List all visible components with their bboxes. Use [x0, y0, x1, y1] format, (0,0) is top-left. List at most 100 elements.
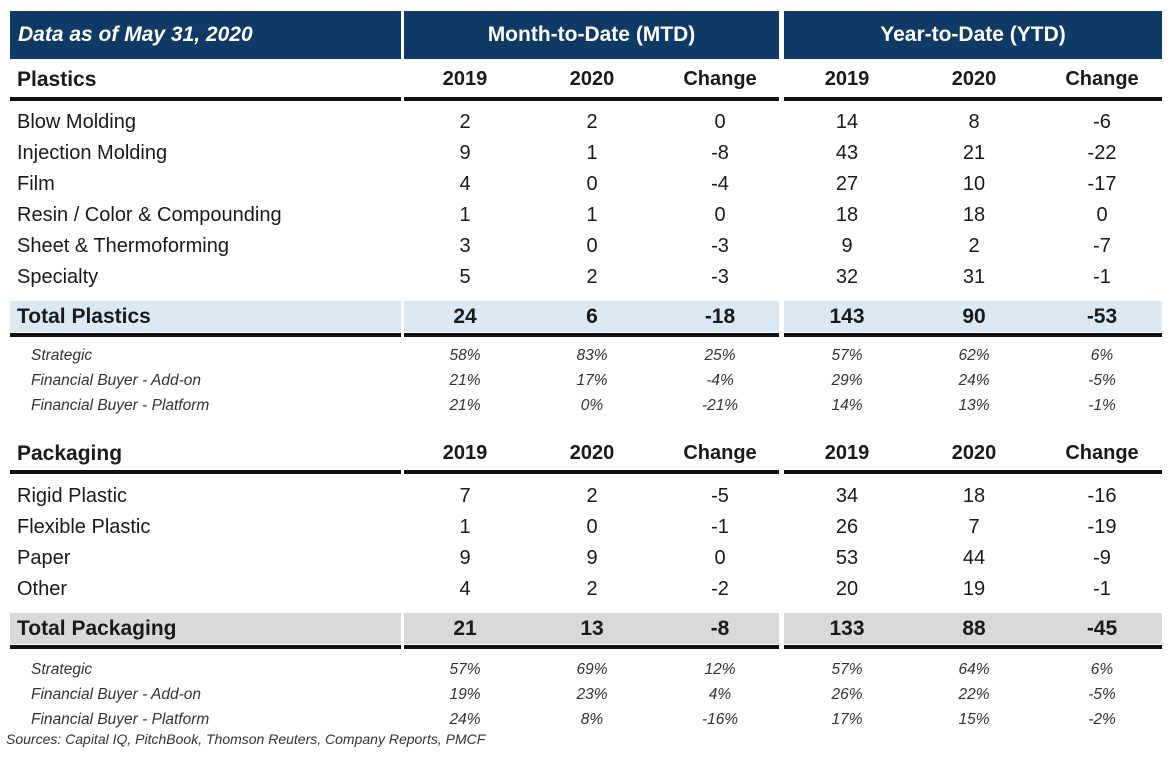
row-value: 64% [958, 660, 990, 678]
column-header: 2019 [442, 68, 488, 90]
total-label: Total Plastics [17, 304, 151, 328]
total-value: -53 [1086, 304, 1118, 328]
row-value: 17% [831, 710, 863, 728]
row-value: -22 [1087, 142, 1117, 164]
row-label: Flexible Plastic [17, 516, 151, 538]
column-header: 2019 [824, 68, 870, 90]
row-value: 6% [1090, 346, 1114, 364]
date-label: Data as of May 31, 2020 [18, 23, 253, 46]
table-row: Flexible Plastic 1 0 -1 26 7 -19 [10, 512, 1162, 543]
buyer-row: Financial Buyer - Platform 24% 8% -16% 17% 15… [10, 707, 1162, 732]
total-value: 133 [829, 616, 865, 640]
column-header: 2020 [569, 68, 615, 90]
row-value: 10 [962, 173, 986, 195]
row-value: -1 [1093, 578, 1111, 600]
row-value: 2 [968, 235, 980, 257]
row-value: 0 [714, 204, 726, 226]
column-header: 2020 [951, 68, 997, 90]
row-label: Injection Molding [17, 142, 168, 164]
divider [404, 97, 779, 101]
total-bg [784, 301, 1162, 332]
total-bg [404, 301, 779, 332]
buyer-row: Strategic 57% 69% 12% 57% 64% 6% [10, 657, 1162, 682]
ytd-label: Year-to-Date (YTD) [880, 23, 1066, 46]
row-value: 29% [831, 371, 863, 389]
row-value: -16 [1087, 485, 1117, 507]
row-value: -3 [711, 266, 729, 288]
row-value: -5% [1088, 685, 1116, 703]
table-row: Sheet & Thermoforming 3 0 -3 9 2 -7 [10, 231, 1162, 262]
row-value: 58% [449, 346, 481, 364]
row-value: 44 [962, 547, 986, 569]
row-value: 8% [580, 710, 604, 728]
row-value: -9 [1093, 547, 1111, 569]
row-value: 0 [714, 547, 726, 569]
row-label: Financial Buyer - Add-on [31, 371, 202, 389]
row-value: 4 [459, 173, 471, 195]
row-value: 57% [449, 660, 481, 678]
row-label: Resin / Color & Compounding [17, 204, 282, 226]
packaging-section-header: Packaging 2019 2020 Change 2019 2020 Cha… [10, 438, 1162, 469]
row-value: 22% [958, 685, 990, 703]
row-value: 19% [449, 685, 481, 703]
table-row: Injection Molding 9 1 -8 43 21 -22 [10, 138, 1162, 169]
total-bg [784, 613, 1162, 644]
total-value: 21 [453, 616, 477, 640]
row-value: 1 [459, 516, 471, 538]
total-value: -18 [704, 304, 736, 328]
row-value: 9 [586, 547, 598, 569]
row-value: -2% [1088, 710, 1116, 728]
column-header: Change [683, 68, 757, 90]
column-header: 2020 [569, 442, 615, 464]
table-row: Specialty 5 2 -3 32 31 -1 [10, 262, 1162, 293]
date-header: Data as of May 31, 2020 [10, 11, 401, 59]
row-value: 6% [1090, 660, 1114, 678]
row-value: 57% [831, 660, 863, 678]
column-header: 2019 [824, 442, 870, 464]
row-value: -1 [1093, 266, 1111, 288]
row-value: 8 [968, 111, 980, 133]
row-value: 3 [459, 235, 471, 257]
row-value: 32 [835, 266, 859, 288]
plastics-section-header: Plastics 2019 2020 Change 2019 2020 Chan… [10, 64, 1162, 95]
sources-note: Sources: Capital IQ, PitchBook, Thomson … [6, 731, 486, 747]
row-value: -4% [706, 371, 734, 389]
row-value: 34 [835, 485, 859, 507]
column-header: Change [1065, 442, 1139, 464]
row-value: 57% [831, 346, 863, 364]
total-plastics-row: Total Plastics 24 6 -18 143 90 -53 [10, 301, 1162, 332]
divider [10, 645, 401, 649]
divider [784, 645, 1162, 649]
total-value: 13 [580, 616, 604, 640]
total-label: Total Packaging [17, 616, 177, 640]
row-value: -17 [1087, 173, 1117, 195]
row-label: Financial Buyer - Platform [31, 396, 210, 414]
divider [10, 97, 401, 101]
row-value: 12% [704, 660, 736, 678]
row-label: Paper [17, 547, 71, 569]
row-value: 25% [704, 346, 736, 364]
divider [10, 333, 401, 337]
divider [404, 470, 779, 474]
total-value: 24 [453, 304, 477, 328]
row-value: 17% [576, 371, 608, 389]
row-value: 31 [962, 266, 986, 288]
row-value: 15% [958, 710, 990, 728]
table-row: Rigid Plastic 7 2 -5 34 18 -16 [10, 481, 1162, 512]
row-value: -19 [1087, 516, 1117, 538]
column-header: 2020 [951, 442, 997, 464]
mtd-header: Month-to-Date (MTD) [404, 11, 779, 59]
row-value: -6 [1093, 111, 1111, 133]
divider [784, 470, 1162, 474]
table-row: Paper 9 9 0 53 44 -9 [10, 543, 1162, 574]
row-label: Strategic [31, 346, 93, 364]
row-value: 23% [576, 685, 608, 703]
row-value: 7 [459, 485, 471, 507]
row-value: 9 [459, 547, 471, 569]
row-value: 0 [1096, 204, 1108, 226]
row-label: Financial Buyer - Add-on [31, 685, 202, 703]
row-value: 14% [831, 396, 863, 414]
row-value: 2 [586, 111, 598, 133]
section-title: Packaging [17, 441, 123, 465]
row-value: 2 [586, 578, 598, 600]
